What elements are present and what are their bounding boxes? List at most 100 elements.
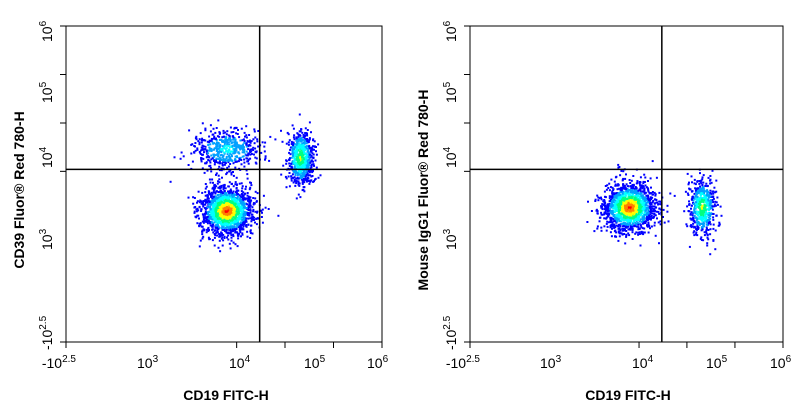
event-dot <box>653 221 656 224</box>
y-tick-label: 103 <box>442 228 459 250</box>
event-dot <box>226 171 229 174</box>
event-dot <box>633 220 636 223</box>
event-dot <box>629 191 632 194</box>
event-dot <box>231 195 234 198</box>
event-dot <box>290 165 293 168</box>
event-dot <box>229 156 232 159</box>
event-dot <box>709 213 712 216</box>
event-dot <box>695 228 698 231</box>
event-dot <box>306 179 309 181</box>
event-dot <box>303 150 306 153</box>
event-dot <box>306 150 309 153</box>
event-dot <box>622 183 625 186</box>
event-dot <box>695 231 698 234</box>
event-dot <box>223 183 226 186</box>
event-dot <box>604 210 607 213</box>
event-dot <box>217 158 220 161</box>
event-dot <box>208 220 211 223</box>
event-dot <box>218 199 221 202</box>
event-dot <box>212 231 215 234</box>
event-dot <box>224 199 227 202</box>
event-dot <box>214 154 217 157</box>
event-dot <box>240 146 243 148</box>
event-dot <box>291 154 294 157</box>
event-dot <box>690 224 693 227</box>
event-dot <box>244 135 246 138</box>
event-dot <box>241 233 244 236</box>
event-dot <box>250 140 253 143</box>
event-dot <box>223 152 226 155</box>
event-dot <box>255 200 258 203</box>
event-dot <box>293 178 296 181</box>
event-dot <box>218 235 221 238</box>
event-dot <box>230 150 233 153</box>
event-dot <box>317 143 320 146</box>
event-dot <box>293 138 296 141</box>
event-dot <box>234 183 237 186</box>
event-dot <box>221 210 224 213</box>
event-dot <box>201 202 204 205</box>
event-dot <box>225 215 227 218</box>
event-dot <box>646 198 649 201</box>
event-dot <box>239 148 242 151</box>
event-dot <box>236 145 238 148</box>
event-dot <box>226 130 229 133</box>
event-dot <box>653 191 656 194</box>
y-tick-label: 106 <box>442 20 459 42</box>
event-dot <box>699 191 702 193</box>
event-dot <box>245 220 248 223</box>
event-dot <box>688 187 691 190</box>
event-dot <box>690 207 692 210</box>
event-dot <box>314 159 317 162</box>
event-dot <box>690 190 693 193</box>
event-dot <box>603 217 606 220</box>
event-dot <box>627 218 630 221</box>
event-dot <box>622 196 625 199</box>
event-dot <box>217 180 219 183</box>
event-dot <box>615 224 618 227</box>
event-dot <box>707 229 710 231</box>
event-dot <box>624 225 627 228</box>
event-dot <box>626 212 629 215</box>
event-dot <box>638 233 641 235</box>
event-dot <box>203 171 206 174</box>
event-dot <box>630 214 633 217</box>
event-dot <box>626 207 629 209</box>
event-dot <box>646 224 648 227</box>
event-dot <box>228 143 231 146</box>
event-dot <box>642 185 644 188</box>
event-dot <box>241 185 244 188</box>
event-dot <box>290 162 293 165</box>
event-dot <box>220 167 223 170</box>
event-dot <box>255 157 258 160</box>
event-dot <box>204 183 207 185</box>
event-dot <box>643 173 646 176</box>
event-dot <box>243 141 246 144</box>
event-dot <box>634 225 636 228</box>
event-dot <box>654 194 657 197</box>
event-dot <box>214 204 217 207</box>
event-dot <box>702 201 705 204</box>
event-dot <box>297 172 300 175</box>
event-dot <box>304 139 307 142</box>
event-dot <box>651 201 654 204</box>
event-dot <box>229 126 232 129</box>
event-dot <box>627 206 630 209</box>
event-dot <box>714 248 717 251</box>
event-dot <box>249 217 252 220</box>
event-dot <box>226 226 229 228</box>
event-dot <box>211 225 214 228</box>
event-dot <box>319 174 322 177</box>
event-dot <box>253 142 256 145</box>
event-dot <box>637 189 640 192</box>
event-dot <box>702 174 705 177</box>
event-dot <box>709 199 712 202</box>
event-dot <box>225 217 228 220</box>
event-dot <box>215 173 217 176</box>
event-dot <box>624 242 627 245</box>
event-dot <box>618 203 621 206</box>
event-dot <box>227 161 230 164</box>
event-dot <box>294 158 297 161</box>
event-dot <box>640 208 642 211</box>
event-dot <box>221 228 224 231</box>
